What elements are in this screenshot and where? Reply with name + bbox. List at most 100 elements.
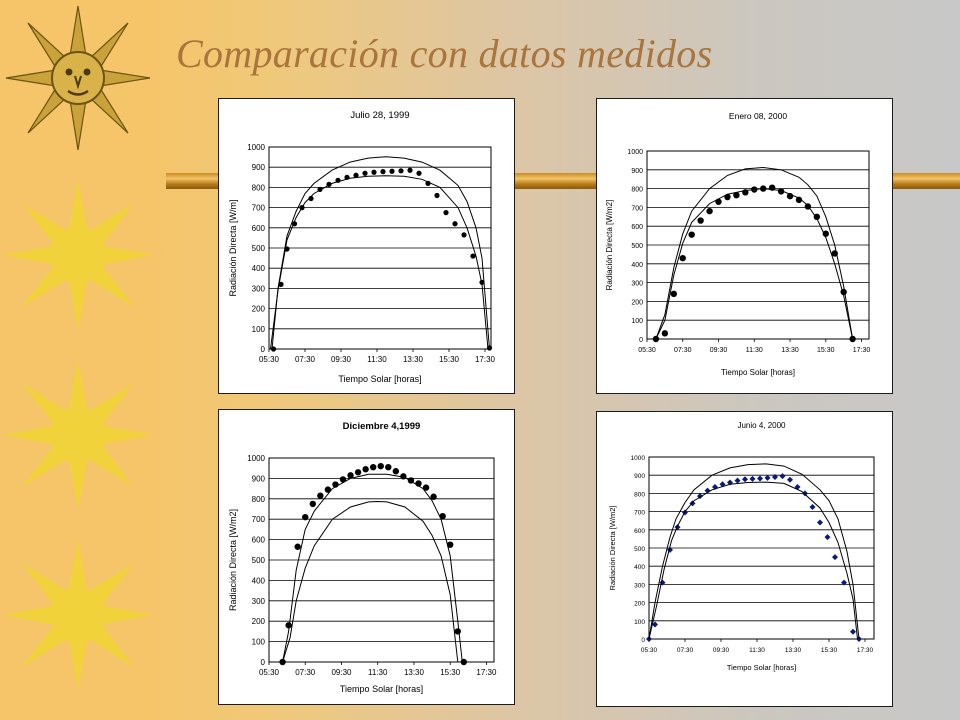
y-tick-label: 100	[252, 325, 266, 334]
data-point	[697, 217, 704, 224]
x-tick-label: 09:30	[331, 668, 352, 677]
data-point	[452, 221, 458, 227]
x-tick-label: 05:30	[259, 355, 280, 364]
y-tick-label: 600	[631, 224, 643, 231]
x-tick-label: 15:30	[821, 647, 838, 654]
x-tick-label: 17:30	[476, 668, 497, 677]
y-axis-label: Radiación Directa [W/m]	[228, 199, 238, 296]
data-point	[369, 463, 377, 471]
x-tick-label: 05:30	[638, 347, 656, 354]
data-point	[317, 492, 324, 499]
x-tick-label: 11:30	[368, 668, 388, 677]
data-point	[461, 232, 467, 238]
y-tick-label: 400	[631, 262, 643, 269]
x-tick-label: 07:30	[674, 347, 692, 354]
x-tick-label: 09:30	[331, 355, 352, 364]
data-point	[392, 468, 400, 475]
model-curve-line	[655, 166, 854, 340]
x-tick-label: 05:30	[641, 647, 658, 654]
chart-panel-enero: Enero 08, 2000 0 100 200 300 400 500 600 700 800 9…	[596, 98, 893, 394]
data-point	[407, 167, 413, 173]
y-tick-label: 700	[631, 205, 643, 212]
data-point	[841, 579, 847, 586]
data-point	[389, 168, 395, 174]
y-tick-label: 400	[634, 564, 645, 571]
y-tick-label: 500	[634, 546, 645, 553]
chart-title: Junio 4, 2000	[737, 421, 786, 430]
y-axis-label: Radiación Directa [W/m2]	[605, 200, 614, 291]
data-point	[813, 213, 821, 220]
y-tick-label: 1000	[247, 143, 265, 152]
data-point	[309, 500, 316, 508]
data-point	[422, 484, 430, 491]
y-tick-label: 0	[639, 337, 643, 344]
x-axis-label: Tiempo Solar [horas]	[338, 374, 421, 384]
y-tick-label: 1000	[627, 149, 643, 156]
x-tick-label: 17:30	[857, 647, 874, 654]
data-point	[777, 188, 785, 195]
data-point	[715, 198, 722, 205]
model-curve-line	[270, 175, 489, 350]
data-point	[734, 477, 741, 484]
y-tick-label: 300	[252, 597, 266, 606]
y-tick-label: 800	[631, 187, 643, 194]
plot-area	[268, 146, 492, 350]
data-point	[659, 579, 666, 586]
data-point	[824, 534, 831, 541]
x-tick-label: 13:30	[403, 355, 424, 364]
chart-title: Julio 28, 1999	[350, 110, 409, 121]
chart-svg: Junio 4, 2000 0 100 200 300 400 500 600 700 800 90…	[608, 421, 875, 672]
y-tick-label: 700	[634, 510, 645, 517]
model-curve-line	[655, 188, 854, 340]
x-tick-label: 11:30	[746, 347, 763, 354]
data-point	[850, 628, 856, 635]
x-axis-label: Tiempo Solar [horas]	[721, 368, 795, 377]
x-tick-label: 13:30	[781, 347, 799, 354]
model-curve-line	[271, 156, 490, 350]
data-point	[279, 658, 286, 666]
data-point	[822, 230, 829, 237]
data-point	[849, 335, 856, 343]
chart-panel-julio: Julio 28, 1999 0 100 200 300 400 500 600 700 800 9…	[218, 98, 515, 394]
data-point	[706, 207, 713, 215]
y-tick-label: 800	[252, 183, 266, 192]
y-tick-label: 0	[261, 658, 266, 667]
y-tick-label: 200	[631, 299, 643, 306]
data-point	[416, 170, 422, 176]
sun-icon	[3, 180, 153, 330]
data-point	[764, 474, 771, 481]
x-tick-label: 15:30	[440, 668, 461, 677]
chart-svg: Diciembre 4,1999 0 100 200 300 400 500 600 700 80…	[228, 421, 497, 694]
data-point	[377, 462, 384, 470]
data-point	[380, 169, 386, 175]
sun-column	[3, 5, 153, 690]
data-point	[787, 476, 793, 483]
y-tick-label: 200	[252, 305, 266, 314]
x-tick-label: 17:30	[853, 347, 871, 354]
y-tick-label: 100	[631, 318, 643, 325]
x-tick-label: 09:30	[710, 347, 728, 354]
y-tick-label: 800	[252, 495, 266, 504]
data-point	[724, 193, 731, 201]
x-tick-label: 15:30	[817, 347, 835, 354]
data-point	[285, 622, 292, 629]
data-point	[817, 519, 823, 526]
y-tick-label: 0	[261, 345, 266, 354]
data-point	[362, 170, 368, 176]
data-point	[447, 541, 454, 548]
data-point	[652, 621, 658, 628]
data-point	[347, 472, 354, 479]
x-tick-label: 07:30	[295, 355, 316, 364]
data-point	[688, 231, 695, 238]
x-axis-label: Tiempo Solar [horas]	[727, 663, 796, 672]
y-tick-label: 400	[252, 576, 266, 585]
x-tick-label: 05:30	[259, 668, 280, 677]
y-tick-label: 900	[252, 474, 266, 483]
data-point	[679, 254, 686, 262]
chart-title: Enero 08, 2000	[729, 111, 787, 121]
chart-panel-junio: Junio 4, 2000 0 100 200 300 400 500 600 700 800 90…	[596, 411, 893, 707]
x-tick-label: 11:30	[367, 355, 387, 364]
data-point	[454, 628, 461, 635]
data-point	[795, 196, 803, 204]
y-tick-label: 200	[634, 601, 645, 608]
